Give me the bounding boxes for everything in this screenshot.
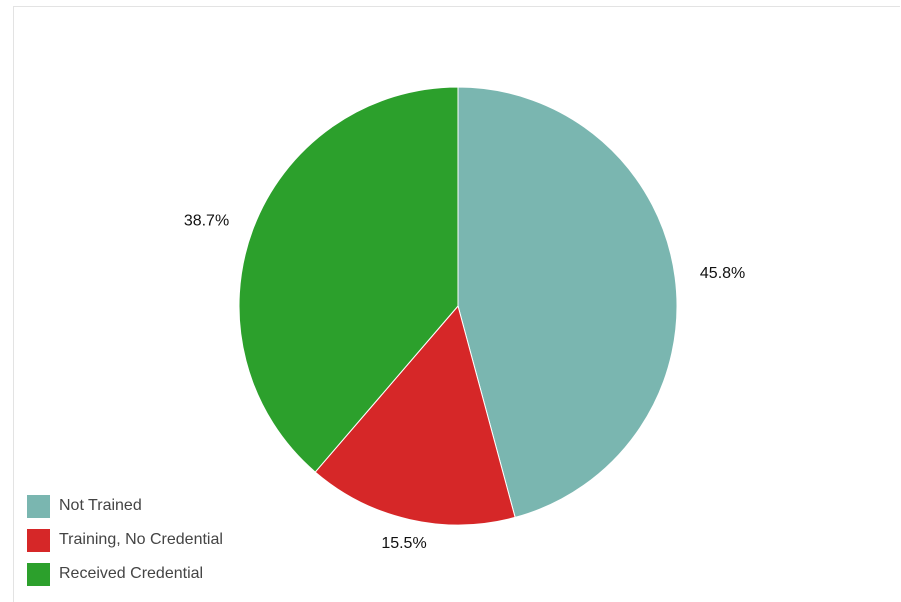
legend-label: Training, No Credential: [59, 531, 223, 548]
legend-label: Not Trained: [59, 497, 142, 514]
pie-slice-1[interactable]: [314, 304, 516, 526]
slice-label-1: 15.5%: [381, 535, 426, 552]
pie-slice-0[interactable]: [457, 86, 678, 519]
pie-slices: [238, 86, 678, 526]
slice-label-2: 38.7%: [184, 212, 229, 229]
legend-swatch: [27, 494, 50, 518]
legend-item[interactable]: Not Trained: [27, 494, 223, 518]
legend-swatch: [27, 528, 50, 552]
pie-slice-2[interactable]: [238, 86, 459, 473]
pie-labels: 45.8% 15.5% 38.7%: [184, 212, 745, 552]
legend-item[interactable]: Training, No Credential: [27, 528, 223, 552]
legend-swatch: [27, 562, 50, 586]
legend-item[interactable]: Received Credential: [27, 562, 223, 586]
legend: Not Trained Training, No Credential Receiv…: [27, 494, 223, 596]
legend-label: Received Credential: [59, 565, 204, 582]
slice-label-0: 45.8%: [700, 265, 745, 282]
chart-frame: [13, 6, 900, 602]
